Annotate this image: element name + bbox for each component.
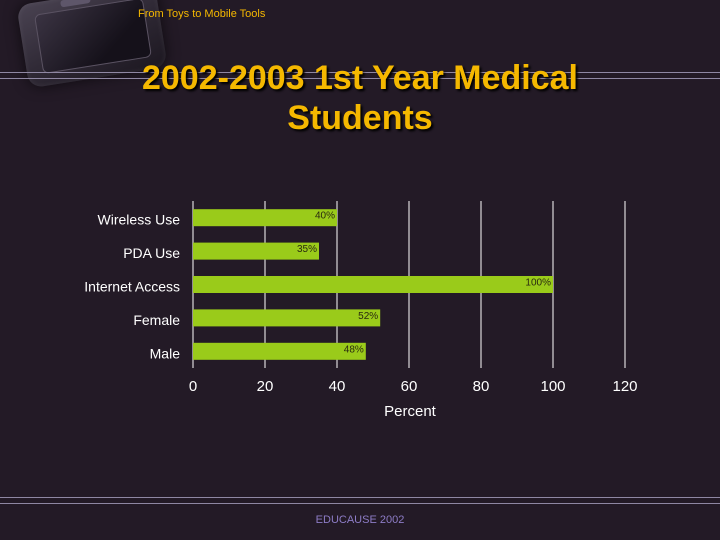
top-rule-line (0, 72, 720, 73)
category-label: Wireless Use (98, 212, 181, 228)
x-tick-label: 80 (473, 378, 490, 395)
bars (193, 209, 553, 360)
x-tick-label: 120 (612, 378, 637, 395)
labels: 0 20 40 60 80 100 120 Wireless Use 40% PDA Use 35%… (84, 211, 637, 420)
data-label: 52% (358, 311, 378, 322)
bar (193, 209, 337, 227)
data-label: 35% (297, 244, 317, 255)
x-tick-label: 20 (257, 378, 274, 395)
x-tick-label: 60 (401, 378, 418, 395)
bottom-rule-line (0, 497, 720, 498)
slide-title-line-1: 2002-2003 1st Year Medical (141, 59, 579, 97)
x-axis-title: Percent (384, 403, 437, 420)
bar (193, 276, 553, 293)
bottom-rule-line-2 (0, 503, 720, 504)
source-footer: EDUCAUSE 2002 (315, 514, 405, 526)
category-label: Female (133, 312, 180, 328)
bar (193, 342, 366, 360)
x-tick-label: 40 (329, 378, 346, 395)
slide-title: 2002-2003 1st Year Medical Students (60, 58, 660, 138)
x-tick-label: 0 (189, 378, 197, 395)
category-label: Male (150, 345, 181, 361)
slide-title-line-2: Students (287, 99, 433, 137)
data-label: 48% (344, 344, 364, 355)
category-label: Internet Access (84, 279, 180, 295)
category-label: PDA Use (123, 245, 180, 261)
top-rule-line-2 (0, 78, 720, 79)
bar (193, 242, 319, 260)
presentation-label: From Toys to Mobile Tools (138, 8, 266, 20)
data-label: 100% (525, 278, 551, 289)
x-tick-label: 100 (540, 378, 565, 395)
data-label: 40% (315, 211, 335, 222)
bar (193, 309, 381, 327)
